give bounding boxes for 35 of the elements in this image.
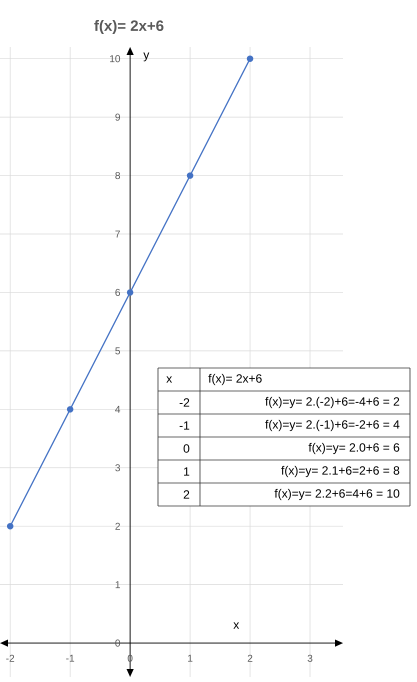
x-tick-label: -2 — [6, 654, 14, 662]
x-tick-label: -1 — [66, 654, 74, 662]
y-tick-label: 6 — [115, 288, 120, 296]
y-tick-label: 8 — [115, 172, 120, 180]
annotation: 1 — [184, 467, 190, 476]
y-tick-label: 5 — [115, 347, 120, 354]
annotation: x — [166, 376, 172, 383]
x-tick-label: 2 — [248, 654, 252, 662]
point — [66, 406, 74, 413]
point — [126, 289, 134, 296]
annotation: f(x)= 2x+6 — [208, 374, 262, 386]
annotation: -1 — [180, 421, 190, 430]
chart-title: f(x)= 2x+6 — [94, 20, 164, 34]
y-tick-label: 9 — [115, 114, 120, 121]
y-tick-label: 4 — [115, 406, 120, 413]
y-tick-label: 7 — [115, 230, 120, 238]
annotation: -2 — [180, 398, 190, 407]
y-axis-title: y — [143, 52, 150, 62]
y-tick-label: 10 — [110, 55, 120, 62]
annotation: f(x)=y= 2.(-2)+6=-4+6 = 2 — [265, 396, 400, 408]
point — [246, 55, 254, 62]
annotation: 2 — [184, 490, 190, 499]
point — [6, 522, 14, 530]
annotation: 0 — [184, 444, 190, 453]
annotation: f(x)=y= 2.2+6=4+6 = 10 — [274, 488, 400, 500]
y-tick-label: 1 — [116, 581, 120, 588]
y-tick-label: 3 — [115, 464, 120, 472]
x-tick-label: 1 — [188, 654, 192, 662]
annotation: f(x)=y= 2.(-1)+6=-2+6 = 4 — [265, 420, 400, 432]
x-tick-label: 3 — [308, 654, 312, 662]
y-tick-label: 2 — [115, 522, 120, 530]
annotation: f(x)=y= 2.1+6=2+6 = 8 — [281, 466, 400, 478]
x-axis-title: x — [233, 622, 240, 629]
annotation: f(x)=y= 2.0+6 = 6 — [308, 442, 400, 454]
point — [186, 172, 194, 179]
